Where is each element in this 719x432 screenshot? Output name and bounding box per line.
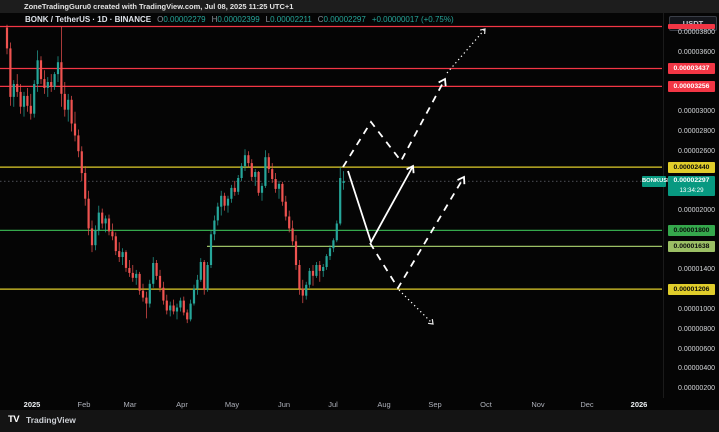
price-tick-label: 0.00003800	[678, 29, 715, 36]
time-tick-label: Aug	[377, 400, 391, 409]
tradingview-logo-icon[interactable]: TV	[8, 414, 20, 425]
time-tick-label: Jul	[328, 400, 338, 409]
projection-dashed-line[interactable]	[369, 175, 466, 290]
price-tick-label: 0.00001000	[678, 306, 715, 313]
bar-countdown: 13:34:29	[679, 187, 704, 194]
price-tick-label: 0.00002600	[678, 148, 715, 155]
price-tick-label: 0.00000800	[678, 326, 715, 333]
price-tick-label: 0.00002800	[678, 128, 715, 135]
line-price-label[interactable]: 0.00001206	[668, 284, 715, 295]
price-tick-label: 0.00003600	[678, 49, 715, 56]
candlestick-series	[5, 24, 345, 324]
projection-solid-line[interactable]	[347, 164, 415, 245]
attribution-bar: ZoneTradingGuru0 created with TradingVie…	[0, 0, 719, 13]
projection-arrows[interactable]	[342, 28, 486, 325]
time-tick-label: Feb	[77, 400, 91, 409]
time-tick-label: Apr	[176, 400, 188, 409]
ohlc-values: O0.00002279 H0.00002399 L0.00002211 C0.0000…	[151, 15, 454, 24]
line-price-label[interactable]: 0.00001638	[668, 241, 715, 252]
current-price-value: 0.00002297	[673, 177, 710, 184]
price-tick-label: 0.00000400	[678, 365, 715, 372]
attribution-text: ZoneTradingGuru0 created with TradingVie…	[24, 2, 294, 11]
time-axis[interactable]: 2025 Feb Mar Apr May Jun Jul Aug Sep Oct Nov Dec 202…	[0, 398, 663, 411]
price-tick-label: 0.00000200	[678, 385, 715, 392]
change-value: +0.00000017 (+0.75%)	[371, 15, 454, 24]
time-tick-label: Sep	[428, 400, 442, 409]
symbol-price-tag: BONKUSDT	[642, 176, 675, 187]
price-tick-label: 0.00001400	[678, 266, 715, 273]
line-price-label[interactable]: 0.00002440	[668, 162, 715, 173]
ohlc-key: L	[265, 15, 271, 24]
time-tick-label: May	[224, 400, 240, 409]
ohlc-value: 0.00002279	[163, 15, 206, 24]
time-tick-label: Nov	[531, 400, 545, 409]
symbol-legend: BONK / TetherUS · 1D · BINANCE O0.0000227…	[25, 15, 454, 27]
ohlc-key: H	[211, 15, 218, 24]
price-axis[interactable]: USDT 0.000038000.000036000.000030000.000…	[642, 13, 719, 398]
line-price-label[interactable]: 0.00003437	[668, 63, 715, 74]
time-tick-label: 2025	[23, 400, 41, 409]
time-tick-label: 2026	[630, 400, 648, 409]
line-price-label[interactable]	[668, 24, 715, 29]
ohlc-value: 0.00002211	[270, 15, 312, 24]
ohlc-key: C	[317, 15, 324, 24]
time-tick-label: Jun	[277, 400, 291, 409]
ohlc-value: 0.00002297	[323, 15, 366, 24]
time-tick-label: Oct	[480, 400, 492, 409]
price-tick-label: 0.00002000	[678, 207, 715, 214]
ohlc-value: 0.00002399	[217, 15, 260, 24]
projection-dotted-line[interactable]	[398, 289, 434, 325]
ohlc-key: O	[157, 15, 164, 24]
tradingview-brand[interactable]: TradingView	[26, 415, 76, 425]
current-price-label[interactable]: 0.00002297 13:34:29	[668, 176, 715, 196]
price-tick-label: 0.00000600	[678, 346, 715, 353]
time-tick-label: Mar	[123, 400, 137, 409]
price-tick-label: 0.00003000	[678, 108, 715, 115]
projection-dotted-line[interactable]	[446, 28, 486, 74]
footer-bar: TV TradingView	[0, 410, 719, 432]
line-price-label[interactable]: 0.00001800	[668, 225, 715, 236]
time-tick-label: Dec	[580, 400, 594, 409]
symbol-title[interactable]: BONK / TetherUS · 1D · BINANCE	[25, 15, 152, 24]
projection-dashed-line[interactable]	[342, 77, 447, 168]
line-price-label[interactable]: 0.00003256	[668, 81, 715, 92]
